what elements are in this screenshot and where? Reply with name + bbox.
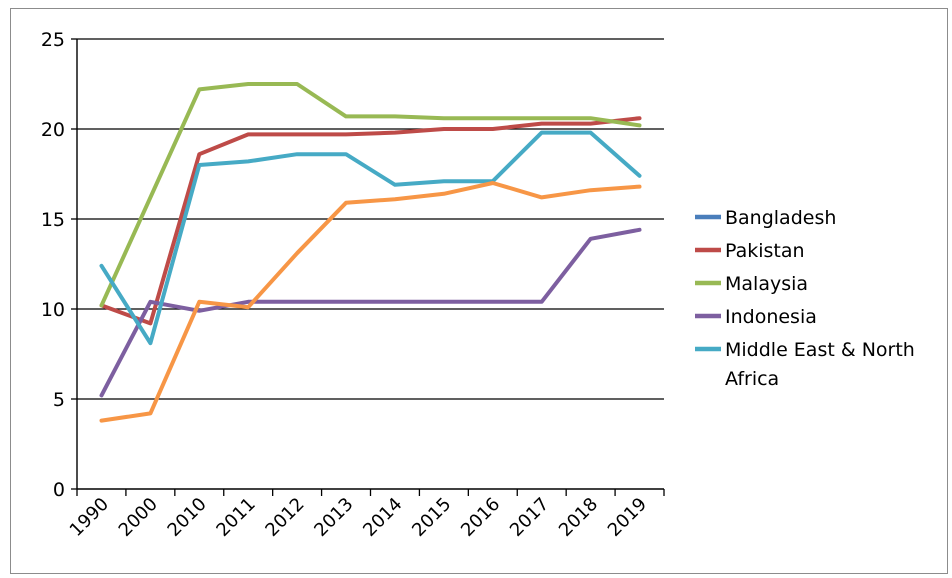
legend-label: Bangladesh [725, 207, 836, 229]
series-line-5 [99, 181, 642, 423]
x-tick-label: 2014 [359, 494, 406, 541]
gridlines [77, 38, 664, 400]
x-tick-label: 2013 [310, 494, 357, 541]
legend-label: Pakistan [725, 240, 805, 262]
x-tick-label: 2010 [164, 494, 211, 541]
chart-frame: 0 5 10 15 20 25 1990 2000 2010 2011 2012 2013 2014 2… [10, 8, 948, 574]
x-tick-label: 2000 [115, 494, 162, 541]
series-line-1 [99, 116, 642, 326]
x-tick-label: 2017 [506, 494, 553, 541]
series-lines [99, 82, 642, 423]
legend: Bangladesh Pakistan Malaysia Indonesia Middl… [695, 207, 915, 390]
y-tick-label: 20 [41, 119, 65, 141]
series-line-3 [99, 227, 642, 398]
axes [76, 39, 664, 490]
y-tick-label: 0 [53, 479, 65, 501]
x-tick-label: 2015 [408, 494, 455, 541]
x-tick-label: 2016 [457, 494, 504, 541]
x-tick-label: 2018 [555, 494, 602, 541]
x-tick-label: 2011 [213, 494, 260, 541]
y-tick-label: 25 [41, 29, 65, 51]
x-tick-label: 2012 [261, 494, 308, 541]
x-tick-label: 2019 [604, 494, 651, 541]
x-axis-ticks: 1990 2000 2010 2011 2012 2013 2014 2015 2016 2017… [66, 489, 665, 541]
y-tick-label: 10 [41, 299, 65, 321]
legend-label: Indonesia [725, 306, 817, 328]
series-line-2 [99, 82, 642, 308]
legend-label: Malaysia [725, 273, 808, 295]
series-line-4 [99, 130, 642, 346]
x-tick-label: 1990 [66, 494, 113, 541]
y-tick-label: 5 [53, 389, 65, 411]
y-tick-label: 15 [41, 209, 65, 231]
y-axis-ticks: 0 5 10 15 20 25 [41, 29, 77, 501]
legend-label: Middle East & North Africa [725, 339, 915, 390]
